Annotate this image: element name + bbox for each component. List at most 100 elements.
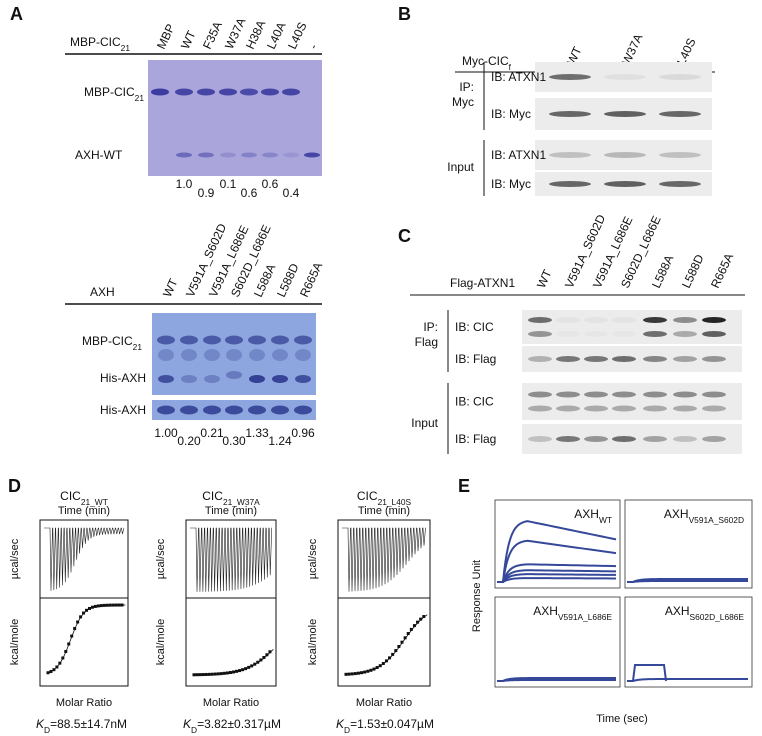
sensorgram bbox=[497, 563, 617, 583]
isotherm-point bbox=[265, 653, 269, 657]
band bbox=[226, 349, 242, 361]
band bbox=[204, 349, 220, 361]
band bbox=[220, 152, 236, 158]
band bbox=[702, 436, 726, 442]
band bbox=[261, 88, 279, 96]
plot-title-part: 21_W37A bbox=[223, 497, 260, 507]
plot-title-part: CIC bbox=[357, 489, 378, 503]
band bbox=[240, 88, 258, 96]
axis-label: µcal/sec bbox=[9, 538, 21, 579]
band bbox=[673, 317, 697, 323]
plot-title-part: AXH bbox=[533, 604, 558, 618]
band bbox=[180, 335, 198, 345]
plot-title-part: S602D_L686E bbox=[690, 612, 745, 622]
band bbox=[556, 391, 580, 398]
band bbox=[556, 405, 580, 412]
panel-label: B bbox=[398, 4, 411, 24]
quantification: 0.30 bbox=[222, 434, 246, 448]
band bbox=[702, 317, 726, 323]
isotherm-point bbox=[259, 658, 263, 662]
plot-title: AXHWT bbox=[574, 507, 612, 525]
axis-label: Response Unit bbox=[471, 560, 483, 632]
band bbox=[151, 88, 169, 96]
quantification: 0.9 bbox=[198, 186, 215, 200]
band bbox=[272, 375, 288, 383]
quantification: 1.0 bbox=[176, 177, 193, 191]
band bbox=[702, 331, 726, 337]
band bbox=[204, 375, 220, 383]
band bbox=[604, 74, 646, 80]
plot-title-part: AXH bbox=[574, 507, 599, 521]
band bbox=[528, 436, 552, 442]
band bbox=[556, 331, 580, 337]
kd-text-part: D bbox=[344, 725, 350, 735]
band bbox=[203, 405, 221, 415]
axis-label: Molar Ratio bbox=[203, 697, 259, 709]
lane-header: Flag-ATXN1 bbox=[450, 276, 515, 290]
band bbox=[295, 349, 311, 361]
plot-frame bbox=[494, 596, 621, 688]
sensorgram bbox=[497, 539, 617, 583]
kd-text: KD=1.53±0.047µM bbox=[336, 717, 434, 735]
lane-header-part: 21 bbox=[121, 43, 131, 53]
band bbox=[556, 317, 580, 323]
lane-label: MBP bbox=[154, 22, 178, 51]
panel-label: C bbox=[398, 226, 411, 246]
lane-label: WT bbox=[178, 28, 199, 51]
isotherm-point bbox=[406, 632, 410, 636]
lane-label: - bbox=[306, 42, 320, 52]
plot-frame bbox=[185, 597, 277, 687]
lane-label: F35A bbox=[200, 19, 225, 51]
quantification: 0.21 bbox=[200, 426, 224, 440]
isotherm-point bbox=[262, 656, 266, 660]
axis-label: Time (min) bbox=[58, 505, 110, 517]
lane-header: Myc-CICf bbox=[462, 54, 512, 72]
row-label-part: MBP-CIC bbox=[82, 334, 133, 348]
band bbox=[643, 356, 667, 362]
plot-title-part: 21_WT bbox=[81, 497, 108, 507]
band bbox=[528, 405, 552, 412]
band bbox=[673, 436, 697, 442]
band bbox=[612, 356, 636, 362]
band bbox=[181, 375, 197, 383]
plot-title-part: AXH bbox=[665, 604, 690, 618]
band bbox=[673, 405, 697, 412]
band bbox=[203, 335, 221, 345]
band bbox=[157, 335, 175, 345]
band bbox=[262, 152, 278, 158]
quantification: 1.00 bbox=[154, 426, 178, 440]
isotherm-point bbox=[256, 660, 260, 664]
band bbox=[584, 436, 608, 442]
band bbox=[528, 356, 552, 362]
band bbox=[181, 349, 197, 361]
quantification: 0.96 bbox=[291, 426, 315, 440]
band bbox=[659, 152, 701, 158]
band bbox=[304, 152, 320, 158]
band bbox=[612, 317, 636, 323]
band bbox=[272, 349, 288, 361]
isotherm-point bbox=[419, 617, 423, 621]
band bbox=[659, 181, 701, 187]
isotherm-point bbox=[397, 644, 401, 648]
blot bbox=[535, 140, 712, 170]
blot-label: IB: Flag bbox=[455, 352, 496, 366]
sensorgram bbox=[497, 573, 617, 583]
band bbox=[612, 436, 636, 442]
lane-label: WT bbox=[160, 276, 181, 299]
band bbox=[643, 405, 667, 412]
blot-label: IB: CIC bbox=[455, 395, 494, 409]
band bbox=[702, 356, 726, 362]
band bbox=[549, 74, 591, 80]
band bbox=[549, 152, 591, 158]
axis-label: kcal/mole bbox=[307, 619, 319, 665]
isotherm-fit bbox=[47, 604, 126, 674]
kd-text-part: K bbox=[336, 717, 345, 731]
plot-frame bbox=[624, 499, 753, 589]
sensorgram bbox=[627, 678, 748, 682]
plot-frame bbox=[624, 596, 753, 688]
group-label: IP: bbox=[459, 80, 474, 94]
band bbox=[584, 356, 608, 362]
kd-text-part: D bbox=[44, 725, 50, 735]
axis-label: µcal/sec bbox=[155, 538, 167, 579]
